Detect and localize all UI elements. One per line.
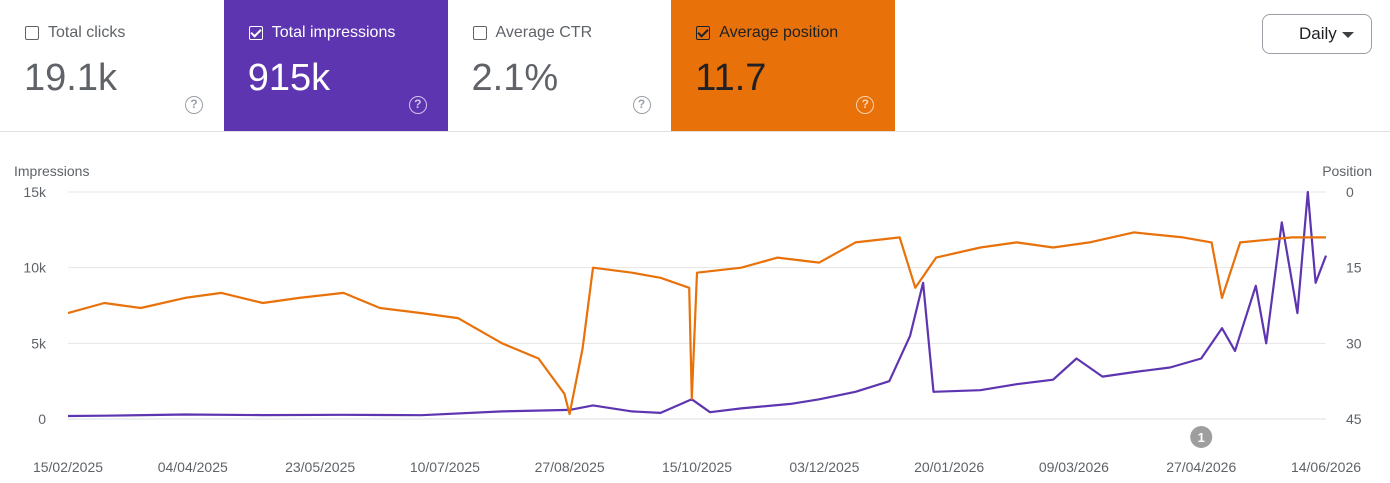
x-axis-tick: 27/04/2026 (1166, 459, 1236, 475)
series-layer (67, 190, 1328, 418)
x-axis-tick: 27/08/2025 (535, 459, 605, 475)
right-axis-tick: 45 (1346, 411, 1362, 427)
granularity-value: Daily (1299, 24, 1337, 43)
clicks-checkbox[interactable] (25, 26, 39, 40)
impressions-checkbox[interactable] (248, 26, 263, 40)
clicks-card[interactable]: Total clicks 19.1k ? (0, 0, 224, 131)
ctr-card[interactable]: Average CTR 2.1% ? (447, 0, 672, 131)
x-axis-tick: 20/01/2026 (914, 459, 984, 475)
x-axis-tick: 04/04/2025 (158, 459, 228, 475)
annotation-badge (1190, 426, 1213, 448)
ctr-card-header: Average CTR (472, 24, 593, 42)
position-card-header: Average position (696, 24, 838, 42)
performance-chart: 0 5k 10k 15k 0 15 30 45 15/02/2025 04/04/2025 23/0… (14, 163, 1372, 475)
ctr-checkbox[interactable] (472, 26, 487, 40)
impressions-card[interactable]: Total impressions 915k ? (223, 0, 448, 131)
impressions-label: Total impressions (271, 24, 396, 41)
position-line (67, 231, 1326, 416)
position-value: 11.7 (695, 57, 767, 99)
x-axis-tick: 15/02/2025 (33, 459, 103, 475)
granularity-dropdown[interactable]: Daily (1262, 14, 1372, 54)
impressions-value: 915k (247, 57, 331, 99)
left-axis-tick: 0 (38, 411, 46, 427)
axis-labels: 0 5k 10k 15k 0 15 30 45 15/02/2025 04/04/2025 23/0… (23, 184, 1361, 475)
clicks-card-header: Total clicks (25, 24, 125, 42)
annotation-marker[interactable]: 1 (1190, 426, 1213, 448)
x-axis-tick: 14/06/2026 (1291, 459, 1361, 475)
chevron-down-icon (1342, 32, 1354, 38)
help-icon[interactable]: ? (632, 96, 651, 114)
left-axis-tick: 5k (31, 335, 47, 351)
right-axis-tick: 15 (1346, 260, 1362, 276)
right-axis-title: Position (1322, 163, 1372, 179)
x-axis-tick: 23/05/2025 (285, 459, 355, 475)
help-icon[interactable]: ? (856, 96, 875, 114)
x-axis-tick: 09/03/2026 (1039, 459, 1109, 475)
ctr-label: Average CTR (495, 24, 593, 41)
ctr-value: 2.1% (471, 57, 559, 99)
right-axis-tick: 30 (1346, 335, 1362, 351)
impressions-card-header: Total impressions (248, 24, 396, 42)
position-label: Average position (719, 24, 839, 41)
position-card[interactable]: Average position 11.7 ? (671, 0, 895, 131)
grid-lines (68, 191, 1326, 420)
position-checkbox[interactable] (696, 26, 711, 40)
clicks-label: Total clicks (48, 24, 126, 41)
help-icon[interactable]: ? (408, 96, 427, 114)
left-axis-tick: 15k (23, 184, 47, 200)
impressions-line (67, 190, 1328, 418)
left-axis-title: Impressions (14, 163, 89, 179)
annotation-label: 1 (1198, 430, 1205, 445)
x-axis-tick: 10/07/2025 (410, 459, 480, 475)
x-axis-tick: 03/12/2025 (789, 459, 859, 475)
clicks-value: 19.1k (24, 57, 117, 99)
right-axis-tick: 0 (1346, 184, 1354, 200)
x-axis-tick: 15/10/2025 (662, 459, 732, 475)
help-icon[interactable]: ? (185, 96, 203, 114)
divider (0, 131, 1390, 132)
left-axis-tick: 10k (23, 260, 47, 276)
metric-cards: Total clicks 19.1k ? Total impressions 9… (0, 0, 895, 131)
